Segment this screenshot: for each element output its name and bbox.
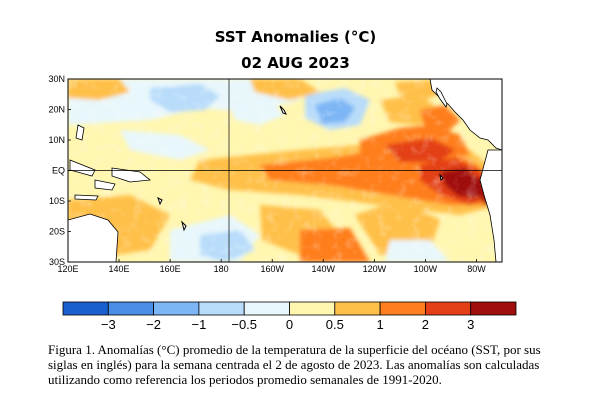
- y-tick-label: 30S: [49, 257, 65, 267]
- x-tick-label: 160E: [160, 264, 181, 274]
- colorbar-tick-label: −1: [191, 317, 206, 330]
- x-tick-label: 80W: [467, 264, 486, 274]
- colorbar-swatch: [198, 301, 245, 316]
- colorbar-swatch: [424, 301, 472, 316]
- y-tick-label: 10N: [48, 135, 65, 145]
- colorbar-tick-label: −3: [101, 317, 116, 330]
- x-tick-label: 140W: [312, 264, 336, 274]
- x-tick-label: 120E: [57, 264, 78, 274]
- x-tick-label: 160W: [260, 264, 284, 274]
- colorbar-swatch: [62, 301, 109, 316]
- y-tick-label: 20S: [49, 227, 65, 237]
- x-tick-label: 180: [214, 264, 229, 274]
- colorbar-tick-label: 0: [286, 317, 293, 330]
- y-axis-ticks: 30N 20N 10N EQ 10S 20S 30S: [48, 74, 71, 267]
- colorbar-swatch: [289, 301, 336, 316]
- colorbar-swatch: [470, 301, 517, 316]
- y-tick-label: 30N: [48, 74, 65, 84]
- land-masses: [68, 79, 502, 262]
- colorbar-swatch: [107, 301, 155, 316]
- colorbar-tick-label: 0.5: [326, 317, 344, 330]
- colorbar-tick-label: −2: [146, 317, 161, 330]
- colorbar-tick-label: −0.5: [231, 317, 257, 330]
- colorbar-tick-label: 2: [422, 317, 429, 330]
- y-tick-label: 10S: [49, 196, 65, 206]
- colorbar-swatch: [243, 301, 290, 316]
- colorbar-swatch: [379, 301, 426, 316]
- x-axis-ticks: 120E 140E 160E 180 160W 140W 120W 100W 80W: [57, 259, 486, 274]
- anomaly-field: [68, 79, 502, 262]
- colorbar: [62, 301, 517, 316]
- x-tick-label: 120W: [363, 264, 387, 274]
- figure-caption: Figura 1. Anomalías (°C) promedio de la …: [48, 342, 541, 387]
- colorbar-labels: −3 −2 −1 −0.5 0 0.5 1 2 3: [101, 317, 474, 330]
- colorbar-swatch: [334, 301, 381, 316]
- chart-date: 02 AUG 2023: [241, 54, 350, 72]
- colorbar-swatch: [153, 301, 200, 316]
- sst-map-chart: 30N 20N 10N EQ 10S 20S 30S 120E 140E 160E 180 160W…: [48, 74, 517, 330]
- y-tick-label: EQ: [52, 166, 65, 176]
- x-tick-label: 100W: [414, 264, 438, 274]
- chart-title: SST Anomalies (°C): [214, 28, 377, 46]
- colorbar-tick-label: 3: [467, 317, 474, 330]
- x-tick-label: 140E: [109, 264, 130, 274]
- y-tick-label: 20N: [48, 105, 65, 115]
- colorbar-tick-label: 1: [376, 317, 383, 330]
